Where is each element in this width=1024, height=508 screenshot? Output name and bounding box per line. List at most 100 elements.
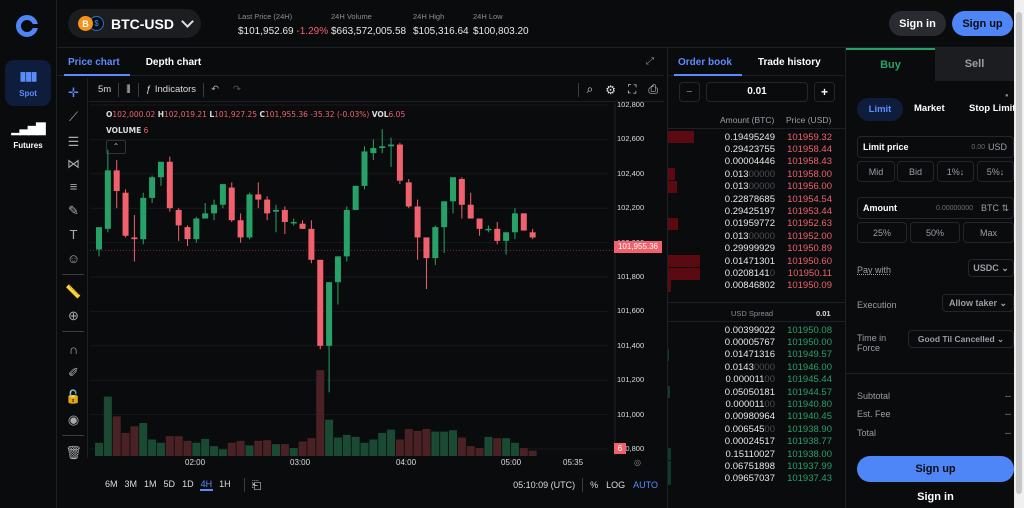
rail-item-futures[interactable]: ▁▃▅▇ Futures [5, 112, 51, 158]
25pct-button[interactable]: 25% [857, 222, 907, 243]
trash-icon[interactable]: 🗑 [65, 445, 82, 460]
order-book-row[interactable]: 0.01300000 101956.00 [668, 180, 845, 193]
axis-settings-icon[interactable]: ◎ [634, 458, 641, 467]
pattern-icon[interactable]: ⋈ [67, 156, 80, 171]
1pct-button[interactable]: 1%↓ [937, 161, 974, 182]
range-6m[interactable]: 6M [105, 479, 118, 489]
amount-field[interactable]: Amount 0.00000000 BTC ⇅ [857, 197, 1014, 219]
percent-toggle[interactable]: % [590, 480, 599, 490]
search-icon[interactable]: ⌕ [586, 82, 594, 96]
buy-tab[interactable]: Buy [846, 48, 935, 81]
range-3m[interactable]: 3M [124, 479, 138, 489]
crosshair-icon[interactable]: ✛ [68, 85, 79, 100]
parallel-channel-icon[interactable]: ☰ [67, 134, 80, 149]
sell-tab[interactable]: Sell [935, 48, 1014, 81]
order-book-row[interactable]: 0.00005767 101950.00 [724, 337, 832, 349]
tif-select[interactable]: Good Til Cancelled ⌄ [908, 330, 1014, 348]
magnet-icon[interactable]: ∩ [68, 342, 79, 357]
pay-with-select[interactable]: USDC ⌄ [968, 259, 1014, 277]
order-book-row[interactable]: 0.05050181 101944.57 [668, 386, 845, 399]
order-book-row[interactable]: 0.15110027 101938.00 [668, 448, 845, 461]
order-book-row[interactable]: 0.01959772 101952.63 [668, 217, 845, 230]
order-book-row[interactable]: 0.00024517 101938.77 [724, 436, 832, 448]
unlock-icon[interactable]: 🔓 [65, 389, 82, 404]
order-book-row[interactable]: 0.01300000 101958.00 [668, 168, 845, 181]
order-book-row[interactable]: 0.29425197 101953.44 [724, 206, 832, 218]
auto-toggle[interactable]: AUTO [633, 480, 658, 490]
gear-icon[interactable]: ⚙ [605, 82, 616, 97]
ruler-icon[interactable]: 📏 [65, 284, 82, 299]
sign-in-button[interactable]: Sign in [889, 11, 946, 36]
lock-drawing-icon[interactable]: ✐ [68, 365, 79, 380]
order-book-row[interactable]: 0.01471301 101950.60 [668, 255, 845, 268]
order-type-market[interactable]: Market [914, 103, 945, 114]
fib-icon[interactable]: ≡ [69, 179, 78, 194]
execution-select[interactable]: Allow taker ⌄ [942, 294, 1014, 312]
order-book-row[interactable]: 0.22878685 101954.54 [724, 193, 832, 205]
50pct-button[interactable]: 50% [910, 222, 960, 243]
range-1d[interactable]: 1D [182, 479, 194, 489]
max-button[interactable]: Max [963, 222, 1014, 243]
coinbase-logo-icon[interactable] [16, 15, 39, 37]
order-book-row[interactable]: 0.01430000 101946.00 [724, 361, 832, 373]
trend-line-icon[interactable]: ⟋ [68, 109, 79, 124]
order-book-row[interactable]: 0.01300000 101952.00 [724, 230, 832, 242]
increment-input[interactable]: 0.01 [706, 82, 808, 102]
range-1h[interactable]: 1H [219, 479, 231, 489]
increase-increment-button[interactable]: + [814, 82, 835, 102]
order-book-row[interactable]: 0.06751898 101937.99 [668, 460, 845, 473]
zoom-in-icon[interactable]: ⊕ [68, 308, 79, 323]
collapse-legend-button[interactable]: ⌃ [106, 140, 126, 154]
expand-icon[interactable]: ⤢ [646, 56, 654, 67]
5pct-button[interactable]: 5%↓ [977, 161, 1014, 182]
limit-price-field[interactable]: Limit price 0.00 USD [857, 136, 1014, 158]
interval-selector[interactable]: 5m [98, 84, 112, 95]
sign-up-order-button[interactable]: Sign up [857, 456, 1014, 482]
tab-price-chart[interactable]: Price chart [58, 48, 130, 76]
brush-icon[interactable]: ✎ [68, 203, 79, 218]
range-1m[interactable]: 1M [144, 479, 157, 489]
fullscreen-icon[interactable]: ⛶ [627, 82, 637, 96]
order-book-row[interactable]: 0.00399022 101950.08 [724, 324, 832, 336]
range-5d[interactable]: 5D [163, 479, 176, 489]
order-book-row[interactable]: 0.29999929 101950.89 [724, 243, 832, 255]
emoji-icon[interactable]: ☺ [66, 251, 81, 266]
rail-item-spot[interactable]: ▮▮▮ Spot [5, 60, 51, 106]
sign-up-button[interactable]: Sign up [952, 11, 1013, 36]
utc-clock[interactable]: 05:10:09 (UTC) [513, 480, 576, 490]
bid-button[interactable]: Bid [897, 161, 934, 182]
indicators-button[interactable]: Indicators [154, 84, 197, 95]
pair-selector[interactable]: B $ BTC-USD [68, 9, 201, 38]
info-icon[interactable]: ● [1005, 93, 1009, 99]
order-book-row[interactable]: 0.00980964 101940.45 [724, 411, 832, 423]
order-book-row[interactable]: 0.19495249 101959.32 [668, 131, 845, 144]
tab-trade-history[interactable]: Trade history [757, 57, 821, 68]
order-book-row[interactable]: 0.01471316 101949.57 [668, 348, 845, 361]
order-book-row[interactable]: 0.00654500 101938.90 [724, 423, 832, 435]
tab-order-book[interactable]: Order book [668, 48, 742, 76]
candlestick-chart[interactable] [90, 103, 664, 456]
order-book-row[interactable]: 0.00001100 101940.80 [725, 399, 833, 411]
order-type-stop-limit[interactable]: Stop Limit [969, 103, 1016, 114]
date-range-icon[interactable]: ⎗ [251, 477, 262, 492]
order-book-row[interactable]: 0.00846802 101950.09 [668, 279, 845, 292]
order-book-row[interactable]: 0.29423755 101958.44 [724, 144, 832, 156]
order-book-row[interactable]: 0.09657037 101937.43 [668, 472, 845, 485]
page-scrollbar[interactable] [1014, 0, 1024, 508]
chart-type-icon[interactable]: ⫼ [126, 84, 131, 95]
decrease-increment-button[interactable]: − [679, 82, 700, 102]
tab-depth-chart[interactable]: Depth chart [145, 57, 202, 68]
redo-icon[interactable]: ↷ [233, 84, 241, 95]
order-book-row[interactable]: 0.02081410 101950.11 [668, 267, 845, 280]
text-icon[interactable]: T [69, 227, 78, 242]
undo-icon[interactable]: ↶ [211, 84, 220, 95]
range-4h[interactable]: 4H [199, 479, 214, 491]
eye-icon[interactable]: ◉ [67, 412, 80, 427]
order-type-limit[interactable]: Limit [857, 98, 903, 121]
fx-icon[interactable]: ƒ [145, 84, 151, 95]
order-book-row[interactable]: 0.00001100 101945.44 [725, 374, 833, 386]
mid-button[interactable]: Mid [857, 161, 895, 182]
sign-in-order-link[interactable]: Sign in [917, 491, 954, 503]
log-toggle[interactable]: LOG [606, 480, 626, 490]
camera-icon[interactable]: ⎙ [648, 82, 658, 96]
